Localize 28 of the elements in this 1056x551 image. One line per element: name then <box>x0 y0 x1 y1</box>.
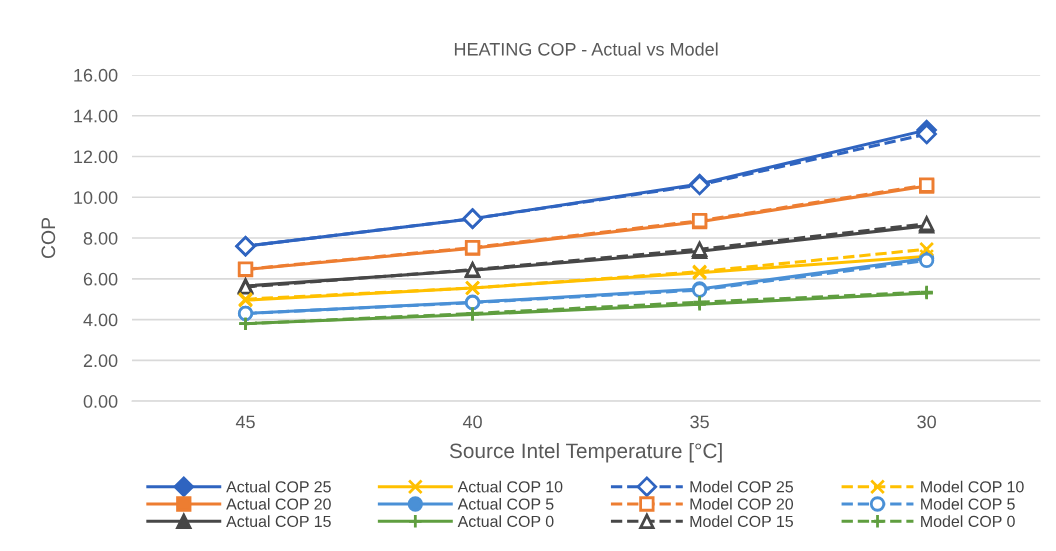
x-tick-label: 30 <box>917 415 936 429</box>
y-tick-label: 12.00 <box>74 150 118 164</box>
y-tick-label: 6.00 <box>83 272 118 286</box>
chart-title: HEATING COP - Actual vs Model <box>454 42 718 56</box>
x-axis-title: Source Intel Temperature [°C] <box>449 442 722 463</box>
y-tick-label: 16.00 <box>74 68 118 82</box>
y-tick-label: 8.00 <box>83 231 118 245</box>
legend-label: Actual COP 10 <box>457 480 563 493</box>
legend-label: Actual COP 0 <box>457 515 554 528</box>
legend-label: Model COP 10 <box>921 480 1024 493</box>
legend-label: Actual COP 20 <box>226 498 331 510</box>
legend-label: Model COP 20 <box>690 498 794 510</box>
y-tick-label: 4.00 <box>83 313 118 327</box>
x-tick-label: 35 <box>690 415 709 429</box>
y-tick-label: 2.00 <box>83 354 118 368</box>
x-tick-label: 45 <box>235 415 255 429</box>
legend-label: Actual COP 25 <box>226 480 331 493</box>
x-tick-label: 40 <box>462 415 482 429</box>
legend-label: Actual COP 5 <box>457 498 554 510</box>
legend-label: Model COP 25 <box>690 480 793 493</box>
legend-label: Model COP 0 <box>921 515 1015 528</box>
legend-label: Model COP 15 <box>690 515 793 528</box>
legend-label: Actual COP 15 <box>226 515 331 528</box>
y-tick-label: 14.00 <box>74 109 118 123</box>
y-axis-title: COP <box>41 217 56 259</box>
y-tick-label: 0.00 <box>83 395 118 408</box>
legend-label: Model COP 5 <box>921 498 1015 510</box>
y-tick-label: 10.00 <box>74 191 118 204</box>
